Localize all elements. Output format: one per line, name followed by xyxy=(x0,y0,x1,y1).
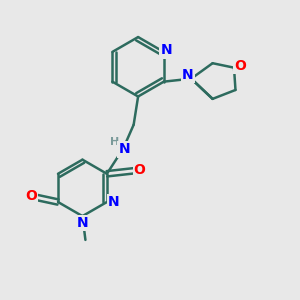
Text: O: O xyxy=(235,59,247,73)
Text: O: O xyxy=(25,189,37,203)
Text: O: O xyxy=(134,163,146,177)
Text: N: N xyxy=(182,68,194,82)
Text: N: N xyxy=(160,44,172,57)
Text: N: N xyxy=(118,142,130,156)
Text: N: N xyxy=(108,195,119,209)
Text: H: H xyxy=(110,137,120,147)
Text: N: N xyxy=(76,216,88,230)
